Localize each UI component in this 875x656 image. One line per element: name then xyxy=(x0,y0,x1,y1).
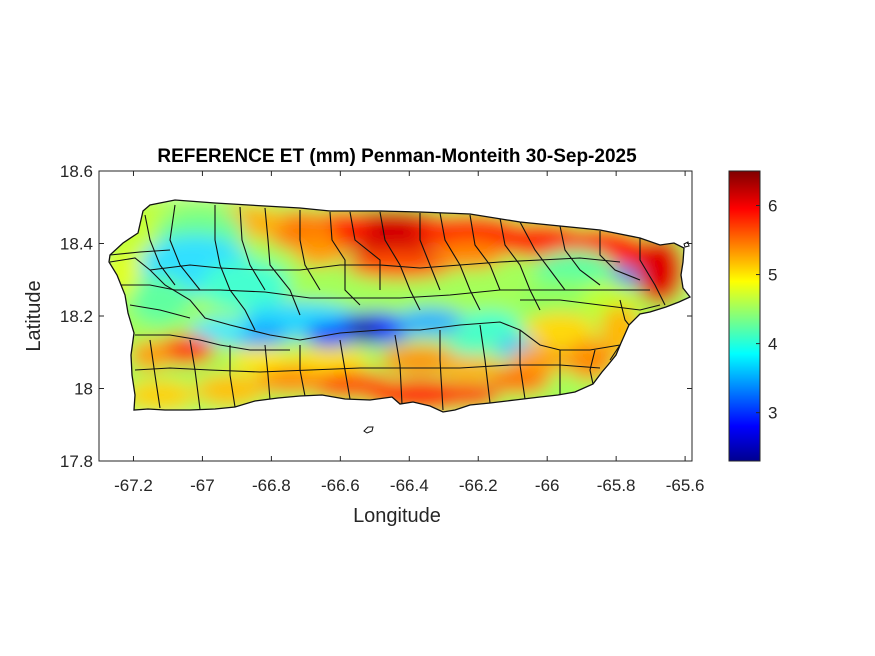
x-tick-label: -65.6 xyxy=(666,476,705,495)
x-tick-label: -66.4 xyxy=(390,476,429,495)
chart-title: REFERENCE ET (mm) Penman-Monteith 30-Sep… xyxy=(157,146,637,167)
colorbar-tick-label: 6 xyxy=(768,197,777,216)
colorbar-tick-label: 3 xyxy=(768,404,777,423)
x-axis-label: Longitude xyxy=(353,505,441,527)
x-tick-label: -67.2 xyxy=(114,476,153,495)
y-axis-ticks: 17.8 18 18.2 18.4 18.6 xyxy=(60,162,692,471)
x-tick-label: -65.8 xyxy=(597,476,636,495)
x-tick-label: -66.8 xyxy=(252,476,291,495)
x-tick-label: -66.2 xyxy=(459,476,498,495)
y-tick-label: 18.6 xyxy=(60,162,93,181)
colorbar-gradient xyxy=(728,170,761,462)
colorbar: 3 4 5 6 xyxy=(728,170,777,462)
colorbar-tick-label: 4 xyxy=(768,335,777,354)
x-tick-label: -66 xyxy=(535,476,560,495)
y-tick-label: 18.2 xyxy=(60,307,93,326)
coastline xyxy=(108,199,692,413)
y-tick-label: 17.8 xyxy=(60,452,93,471)
colorbar-ticks: 3 4 5 6 xyxy=(756,197,777,423)
y-tick-label: 18.4 xyxy=(60,235,93,254)
municipality-boundaries xyxy=(109,204,666,411)
colorbar-tick-label: 5 xyxy=(768,266,777,285)
x-tick-label: -66.6 xyxy=(321,476,360,495)
caja-de-muertos-island xyxy=(363,426,374,434)
x-axis-ticks: -67.2 -67 -66.8 -66.6 -66.4 -66.2 -66 -65.8 -65.… xyxy=(114,171,704,495)
y-axis-label: Latitude xyxy=(23,280,45,351)
x-tick-label: -67 xyxy=(190,476,215,495)
y-tick-label: 18 xyxy=(74,380,93,399)
